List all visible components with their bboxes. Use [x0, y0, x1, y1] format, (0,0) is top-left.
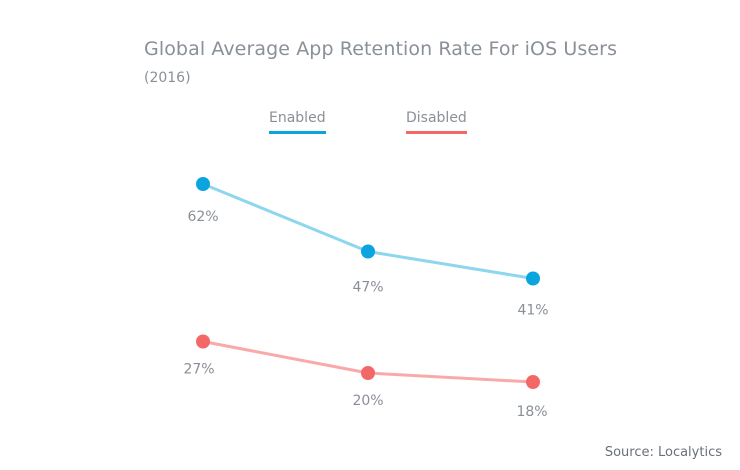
- legend-label-enabled: Enabled: [269, 110, 326, 126]
- data-label-disabled-1: 27%: [183, 362, 214, 378]
- data-point-enabled-1: [196, 177, 210, 191]
- data-point-enabled-3: [526, 271, 540, 286]
- legend-item-disabled: Disabled: [406, 110, 467, 134]
- data-point-disabled-3: [526, 375, 540, 389]
- data-label-disabled-2: 20%: [352, 393, 383, 409]
- data-label-enabled-1: 62%: [187, 209, 218, 225]
- data-point-disabled-1: [196, 334, 210, 349]
- data-label-enabled-3: 41%: [517, 303, 548, 319]
- legend-label-disabled: Disabled: [406, 110, 467, 126]
- data-point-enabled-2: [361, 244, 375, 259]
- series-line-enabled: [201, 182, 535, 280]
- legend-item-enabled: Enabled: [269, 110, 326, 134]
- data-label-enabled-2: 47%: [352, 280, 383, 296]
- chart-subtitle: (2016): [144, 70, 191, 86]
- data-point-disabled-2: [361, 366, 375, 380]
- chart-title: Global Average App Retention Rate For iO…: [144, 38, 618, 60]
- source-credit: Source: Localytics: [604, 445, 722, 460]
- data-label-disabled-3: 18%: [516, 404, 547, 420]
